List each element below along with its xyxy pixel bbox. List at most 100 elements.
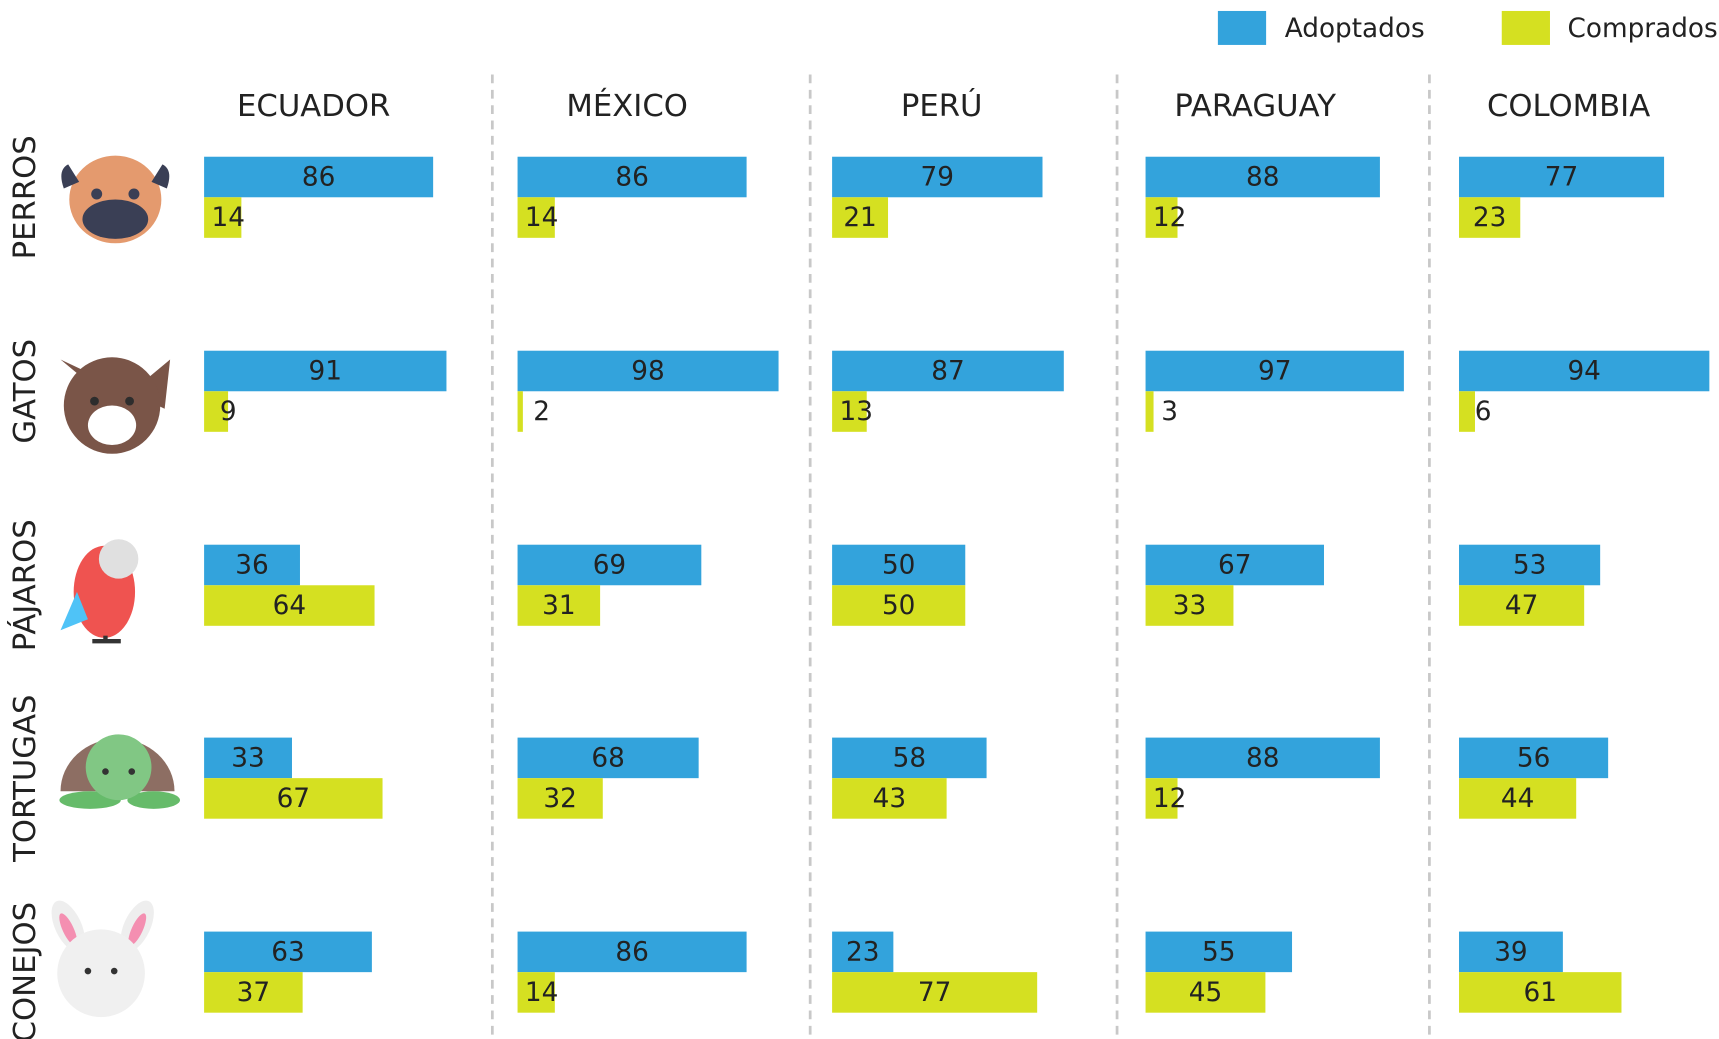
value-label: 87 bbox=[931, 357, 964, 387]
bar bbox=[832, 544, 966, 586]
value-label: 14 bbox=[525, 203, 558, 233]
legend-label: Comprados bbox=[1568, 14, 1718, 44]
bar bbox=[1459, 391, 1475, 432]
value-label: 53 bbox=[1513, 551, 1546, 581]
category-label: PERROS bbox=[8, 135, 43, 259]
category-label: CONEJOS bbox=[8, 902, 43, 1039]
bar bbox=[1145, 391, 1154, 432]
bar bbox=[204, 931, 372, 973]
country-label: MÉXICO bbox=[566, 88, 687, 124]
bar bbox=[517, 972, 555, 1013]
value-label: 43 bbox=[873, 784, 906, 814]
value-label: 67 bbox=[1218, 551, 1251, 581]
value-label: 12 bbox=[1153, 203, 1186, 233]
value-label: 39 bbox=[1494, 937, 1527, 967]
legend-label: Adoptados bbox=[1285, 14, 1425, 44]
value-label: 32 bbox=[543, 784, 576, 814]
bar bbox=[204, 778, 383, 819]
bar bbox=[1145, 778, 1178, 819]
bar bbox=[1145, 737, 1380, 779]
bar bbox=[1145, 350, 1404, 392]
value-label: 14 bbox=[525, 978, 558, 1008]
value-label: 64 bbox=[273, 591, 306, 621]
value-label: 88 bbox=[1246, 743, 1279, 773]
bar bbox=[204, 350, 447, 392]
value-label: 6 bbox=[1475, 397, 1492, 427]
bar bbox=[1459, 350, 1710, 392]
value-label: 23 bbox=[1473, 203, 1506, 233]
bar bbox=[517, 391, 523, 432]
value-label: 47 bbox=[1505, 591, 1538, 621]
value-label: 55 bbox=[1202, 937, 1235, 967]
value-label: 2 bbox=[533, 397, 550, 427]
value-label: 31 bbox=[542, 591, 575, 621]
value-label: 98 bbox=[631, 357, 664, 387]
country-label: COLOMBIA bbox=[1487, 89, 1650, 124]
value-label: 94 bbox=[1567, 357, 1600, 387]
bar bbox=[832, 391, 867, 432]
bar bbox=[1459, 778, 1577, 819]
value-label: 3 bbox=[1161, 397, 1178, 427]
value-label: 67 bbox=[277, 784, 310, 814]
value-label: 97 bbox=[1258, 357, 1291, 387]
bar bbox=[1459, 156, 1665, 198]
value-label: 45 bbox=[1189, 978, 1222, 1008]
value-label: 77 bbox=[918, 978, 951, 1008]
value-label: 14 bbox=[211, 203, 244, 233]
bar bbox=[204, 737, 292, 779]
value-label: 69 bbox=[593, 551, 626, 581]
bar bbox=[1459, 972, 1622, 1013]
value-label: 37 bbox=[237, 978, 270, 1008]
bar bbox=[204, 585, 375, 626]
bar bbox=[517, 350, 779, 392]
bar bbox=[832, 156, 1043, 198]
bar bbox=[204, 156, 434, 198]
dog-icon bbox=[61, 155, 170, 244]
bar bbox=[204, 972, 303, 1013]
country-label: ECUADOR bbox=[237, 89, 390, 124]
bar bbox=[517, 197, 555, 238]
value-label: 68 bbox=[591, 743, 624, 773]
legend-swatch bbox=[1501, 10, 1550, 45]
bar bbox=[832, 737, 987, 779]
bar bbox=[1145, 156, 1380, 198]
bar bbox=[832, 350, 1064, 392]
value-label: 77 bbox=[1545, 163, 1578, 193]
value-label: 13 bbox=[839, 397, 872, 427]
bar bbox=[1459, 585, 1585, 626]
bar bbox=[1459, 931, 1563, 973]
bar bbox=[1145, 972, 1266, 1013]
value-label: 79 bbox=[921, 163, 954, 193]
bar bbox=[832, 931, 894, 973]
bar bbox=[517, 156, 747, 198]
value-label: 91 bbox=[309, 357, 342, 387]
bar bbox=[1145, 585, 1234, 626]
value-label: 44 bbox=[1501, 784, 1534, 814]
bar bbox=[832, 972, 1038, 1013]
value-label: 58 bbox=[893, 743, 926, 773]
bar bbox=[204, 391, 229, 432]
value-label: 9 bbox=[220, 397, 237, 427]
country-label: PARAGUAY bbox=[1174, 89, 1336, 124]
bar bbox=[204, 544, 300, 586]
bar bbox=[1145, 931, 1293, 973]
value-label: 50 bbox=[882, 591, 915, 621]
bar bbox=[1459, 197, 1521, 238]
bar bbox=[517, 737, 699, 779]
bar bbox=[1145, 544, 1324, 586]
cat-icon bbox=[60, 357, 171, 454]
parrot-icon bbox=[60, 539, 139, 644]
category-label: GATOS bbox=[8, 339, 43, 444]
value-label: 36 bbox=[235, 551, 268, 581]
value-label: 12 bbox=[1153, 784, 1186, 814]
value-label: 61 bbox=[1524, 978, 1557, 1008]
bar bbox=[832, 197, 889, 238]
value-label: 63 bbox=[271, 937, 304, 967]
rabbit-icon bbox=[51, 900, 154, 1018]
value-label: 86 bbox=[302, 163, 335, 193]
separators bbox=[490, 74, 1431, 1039]
bar bbox=[517, 585, 601, 626]
bar bbox=[1459, 544, 1601, 586]
bar bbox=[517, 778, 603, 819]
